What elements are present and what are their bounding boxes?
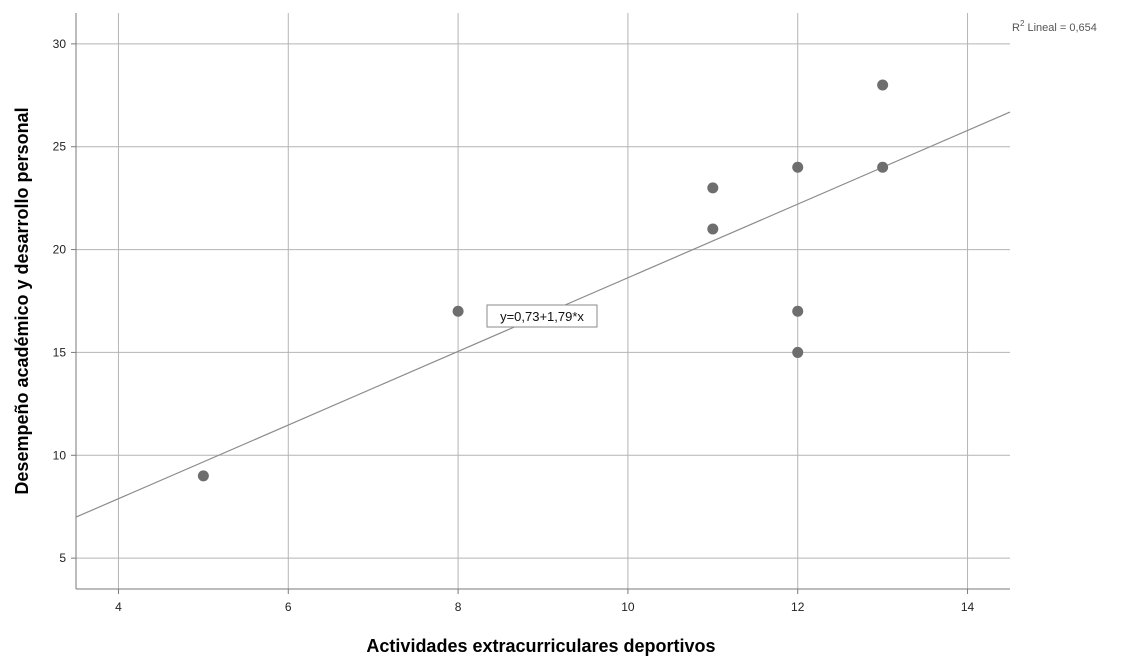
data-point	[452, 305, 464, 317]
data-point	[707, 182, 719, 194]
x-axis-title: Actividades extracurriculares deportivos	[366, 636, 715, 656]
y-tick-label: 20	[53, 243, 67, 257]
data-point	[877, 161, 889, 173]
equation-box: y=0,73+1,79*x	[486, 304, 598, 328]
data-point	[197, 470, 209, 482]
data-point	[792, 346, 804, 358]
data-points	[197, 79, 889, 482]
x-tick-label: 14	[961, 600, 975, 614]
r-squared-superscript: 2	[1020, 19, 1025, 28]
x-tick-label: 4	[115, 600, 122, 614]
equation-label: y=0,73+1,79*x	[500, 309, 584, 324]
data-point	[877, 79, 889, 91]
y-axis-title: Desempeño académico y desarrollo persona…	[12, 107, 32, 494]
tick-labels: 4 6 8 10 12 14 5 10 15 20 25 30	[53, 37, 975, 614]
y-tick-label: 25	[53, 140, 67, 154]
data-point	[792, 305, 804, 317]
x-tick-label: 10	[621, 600, 635, 614]
y-tick-label: 15	[53, 345, 67, 359]
axes	[71, 13, 1010, 594]
data-point	[792, 161, 804, 173]
y-tick-label: 10	[53, 448, 67, 462]
x-tick-label: 12	[791, 600, 805, 614]
y-tick-label: 5	[59, 551, 66, 565]
grid-lines	[76, 13, 1010, 589]
data-point	[707, 223, 719, 235]
r-squared-prefix: R	[1012, 22, 1020, 34]
y-tick-label: 30	[53, 37, 67, 51]
equation-box-border	[486, 304, 598, 328]
r-squared-label: R2 Lineal = 0,654	[1012, 19, 1097, 34]
r-squared-value: Lineal = 0,654	[1024, 22, 1096, 34]
x-tick-label: 6	[285, 600, 292, 614]
x-tick-label: 8	[455, 600, 462, 614]
